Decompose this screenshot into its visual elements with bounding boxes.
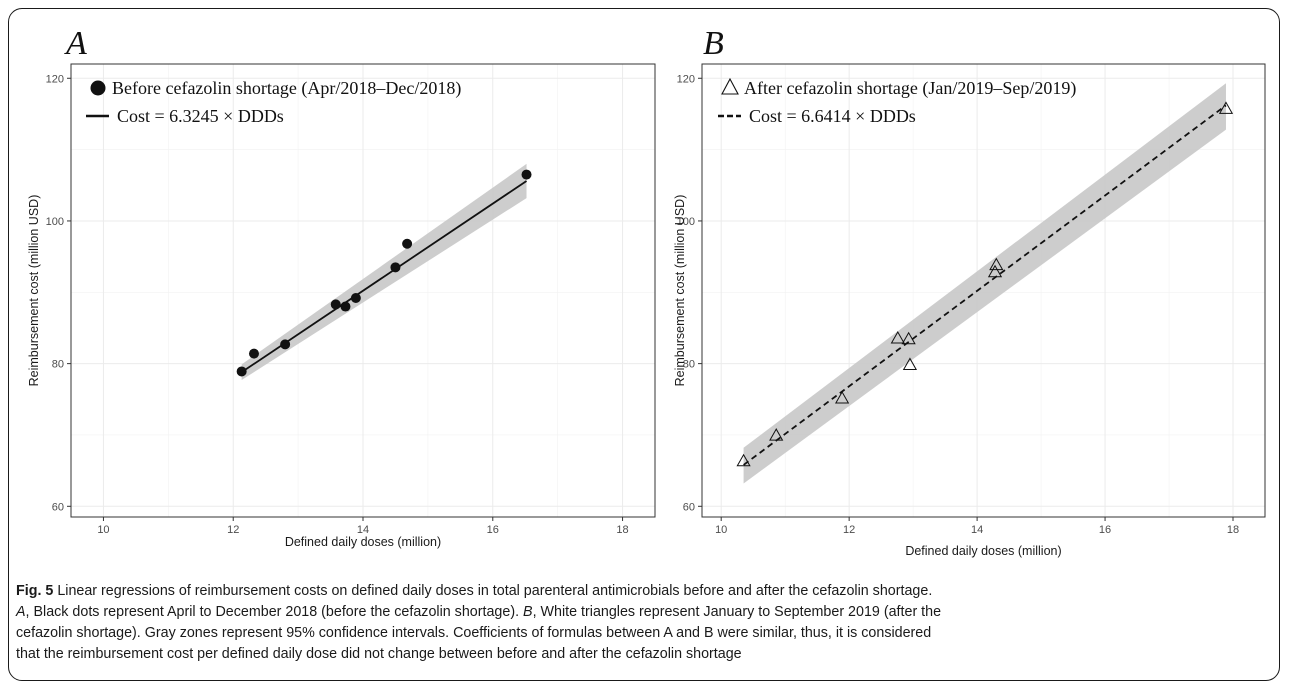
- x-axis-label: Defined daily doses (million): [285, 535, 441, 549]
- confidence-band: [241, 163, 527, 381]
- caption-panel-b-ref: B: [523, 604, 533, 620]
- x-tick-label: 14: [971, 524, 983, 536]
- data-point: [390, 262, 401, 273]
- data-point: [402, 238, 413, 249]
- x-tick-label: 12: [843, 524, 855, 536]
- y-tick-label: 60: [52, 501, 64, 513]
- data-point: [521, 169, 532, 180]
- caption-text-1: Linear regressions of reimbursement cost…: [53, 583, 933, 599]
- data-point: [989, 257, 1004, 271]
- data-point: [280, 339, 291, 350]
- data-point: [340, 301, 351, 312]
- data-point: [236, 366, 247, 377]
- y-tick-label: 60: [683, 501, 695, 513]
- legend-marker: [90, 80, 106, 96]
- panel-letter: B: [703, 25, 724, 62]
- x-tick-label: 14: [357, 524, 369, 536]
- x-tick-label: 16: [487, 524, 499, 536]
- panel-letter: A: [64, 25, 87, 62]
- plot-border: [701, 63, 1266, 518]
- y-tick-label: 100: [677, 216, 695, 228]
- data-point: [902, 357, 918, 370]
- figure-caption: Fig. 5 Linear regressions of reimburseme…: [16, 581, 1274, 665]
- y-tick-label: 100: [46, 216, 64, 228]
- data-point: [901, 331, 916, 345]
- caption-line-4: that the reimbursement cost per defined …: [16, 646, 742, 662]
- regression-line: [241, 180, 528, 373]
- y-tick-label: 120: [677, 73, 695, 85]
- y-axis-label: Reimbursement cost (million USD): [27, 195, 41, 387]
- x-tick-label: 12: [227, 524, 239, 536]
- data-point: [835, 390, 850, 404]
- legend-marker: [721, 77, 739, 95]
- caption-text-2a: , Black dots represent April to December…: [25, 604, 524, 620]
- data-point: [330, 299, 341, 310]
- regression-line: [743, 104, 1227, 466]
- confidence-band: [743, 83, 1226, 484]
- data-point: [1218, 101, 1234, 114]
- legend-series-label: After cefazolin shortage (Jan/2019–Sep/2…: [744, 78, 1076, 99]
- caption-panel-a-ref: A: [16, 604, 26, 620]
- data-point: [769, 428, 784, 441]
- caption-fig-label: Fig. 5: [16, 583, 54, 599]
- x-tick-label: 10: [715, 524, 727, 536]
- y-tick-label: 80: [52, 359, 64, 371]
- data-point: [350, 292, 361, 303]
- data-point: [248, 348, 259, 359]
- y-tick-label: 80: [683, 359, 695, 371]
- y-axis-label: Reimbursement cost (million USD): [673, 195, 687, 387]
- caption-line-2: A, Black dots represent April to Decembe…: [16, 602, 1274, 623]
- caption-text-2b: , White triangles represent January to S…: [532, 604, 942, 620]
- x-tick-label: 16: [1099, 524, 1111, 536]
- x-tick-label: 10: [97, 524, 109, 536]
- data-point: [890, 331, 905, 344]
- x-axis-label: Defined daily doses (million): [905, 544, 1061, 558]
- x-tick-label: 18: [616, 524, 628, 536]
- legend-series-label: Before cefazolin shortage (Apr/2018–Dec/…: [112, 78, 461, 99]
- caption-line-3: cefazolin shortage). Gray zones represen…: [16, 625, 932, 641]
- legend-fit-label: Cost = 6.3245 × DDDs: [117, 106, 284, 126]
- caption-line-1: Fig. 5 Linear regressions of reimburseme…: [16, 581, 1274, 602]
- x-tick-label: 18: [1227, 524, 1239, 536]
- data-point: [987, 264, 1003, 278]
- y-tick-label: 120: [46, 73, 64, 85]
- data-point: [736, 453, 751, 467]
- legend-fit-label: Cost = 6.6414 × DDDs: [749, 106, 916, 126]
